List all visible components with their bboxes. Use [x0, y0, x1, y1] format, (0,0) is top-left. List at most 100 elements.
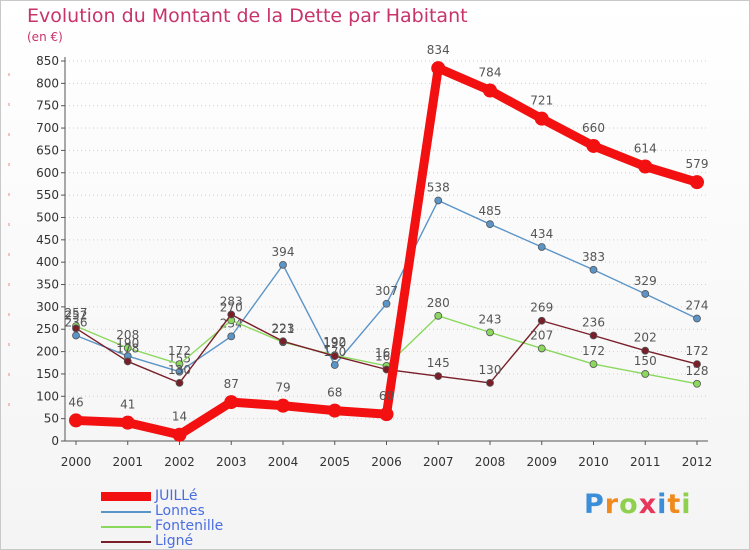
data-point	[327, 403, 342, 418]
data-point	[276, 398, 290, 413]
data-point	[586, 138, 601, 153]
data-label: 221	[272, 322, 295, 336]
data-label: 46	[68, 395, 83, 409]
y-tick-label: 0	[51, 434, 59, 448]
legend-label: Ligné	[155, 533, 194, 549]
y-tick-label: 800	[36, 76, 59, 90]
logo-letter: r	[604, 489, 620, 520]
data-label: 243	[479, 312, 502, 326]
data-point	[434, 196, 443, 205]
data-point	[227, 332, 236, 341]
data-label: 172	[168, 344, 191, 358]
x-tick-label: 2011	[630, 455, 661, 469]
data-label: 236	[582, 315, 605, 329]
data-label: 190	[323, 336, 346, 350]
data-label: 614	[634, 142, 657, 156]
data-point	[123, 357, 132, 366]
data-point	[72, 324, 80, 333]
x-tick-label: 2005	[319, 455, 350, 469]
data-label: 178	[116, 341, 139, 355]
proxiti-logo: Proxiti	[584, 489, 692, 520]
data-point	[641, 290, 650, 298]
data-label: 207	[530, 328, 553, 342]
data-point	[120, 415, 135, 430]
data-label: 128	[686, 364, 709, 378]
data-label: 329	[634, 274, 657, 288]
y-tick-label: 500	[36, 210, 59, 224]
data-label: 60	[379, 389, 394, 403]
data-label: 784	[479, 66, 502, 80]
data-label: 130	[479, 363, 502, 377]
data-point	[483, 83, 497, 98]
x-tick-label: 2002	[164, 455, 195, 469]
data-label: 485	[479, 204, 502, 218]
data-label: 307	[375, 284, 398, 298]
x-tick-label: 2001	[112, 455, 143, 469]
data-point	[693, 314, 701, 323]
data-point	[693, 379, 701, 388]
data-label: 208	[116, 328, 139, 342]
logo-letter: t	[667, 489, 682, 520]
data-label: 721	[530, 94, 553, 108]
data-label: 192	[323, 335, 346, 349]
data-label: 252	[65, 308, 88, 322]
data-label: 834	[427, 43, 450, 57]
data-point	[589, 331, 598, 340]
legend-swatch	[101, 511, 151, 513]
legend-swatch	[101, 541, 151, 543]
legend-label: JUILLé	[155, 488, 198, 504]
data-label: 257	[65, 306, 88, 320]
y-tick-label: 600	[36, 166, 59, 180]
data-point	[537, 316, 546, 325]
y-tick-label: 450	[36, 233, 59, 247]
logo-letter: x	[638, 489, 658, 520]
data-label: 280	[427, 296, 450, 310]
data-label: 579	[686, 157, 709, 171]
x-tick-label: 2003	[216, 455, 247, 469]
y-tick-label: 550	[36, 188, 59, 202]
x-tick-label: 2008	[475, 455, 506, 469]
data-point	[72, 331, 80, 340]
data-label: 434	[530, 227, 553, 241]
data-label: 145	[427, 356, 450, 370]
data-point	[589, 360, 598, 369]
x-tick-label: 2012	[682, 455, 713, 469]
data-label: 269	[530, 301, 553, 315]
data-point	[172, 427, 187, 442]
data-point	[175, 378, 184, 387]
y-tick-label: 350	[36, 278, 59, 292]
data-label: 14	[172, 410, 187, 424]
x-tick-label: 2004	[268, 455, 299, 469]
data-point	[379, 407, 394, 422]
data-point	[434, 311, 443, 320]
data-point	[330, 352, 339, 360]
y-tick-label: 250	[36, 322, 59, 336]
data-label: 660	[582, 121, 605, 135]
data-label: 130	[168, 363, 191, 377]
data-point	[537, 243, 546, 251]
data-label: 87	[224, 377, 239, 391]
data-point	[537, 344, 546, 353]
x-tick-label: 2009	[526, 455, 557, 469]
legend-label: Lonnes	[155, 503, 205, 519]
data-point	[641, 346, 650, 355]
data-point	[486, 328, 494, 337]
data-point	[431, 61, 446, 76]
data-point	[279, 260, 287, 269]
data-point	[69, 413, 83, 428]
x-tick-label: 2006	[371, 455, 402, 469]
data-label: 68	[327, 386, 342, 400]
data-point	[690, 175, 704, 190]
data-label: 283	[220, 294, 243, 308]
legend-swatch	[101, 526, 151, 528]
y-tick-label: 850	[36, 54, 59, 68]
y-tick-label: 300	[36, 300, 59, 314]
data-point	[227, 310, 236, 319]
data-label: 79	[275, 381, 290, 395]
x-tick-label: 2010	[578, 455, 609, 469]
y-tick-label: 100	[36, 389, 59, 403]
chart-subtitle: (en €)	[27, 30, 63, 44]
data-label: 190	[116, 336, 139, 350]
